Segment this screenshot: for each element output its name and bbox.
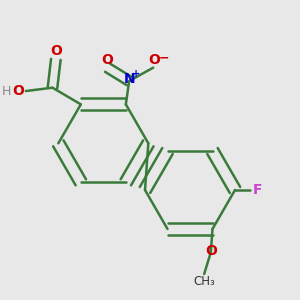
- Text: O: O: [50, 44, 62, 58]
- Text: CH₃: CH₃: [193, 275, 215, 288]
- Text: O: O: [13, 84, 24, 98]
- Text: O: O: [205, 244, 217, 258]
- Text: F: F: [253, 183, 262, 197]
- Text: N: N: [123, 72, 135, 86]
- Text: H: H: [2, 85, 11, 98]
- Text: +: +: [132, 69, 141, 79]
- Text: O: O: [102, 53, 113, 68]
- Text: O: O: [148, 53, 160, 68]
- Text: −: −: [159, 51, 169, 64]
